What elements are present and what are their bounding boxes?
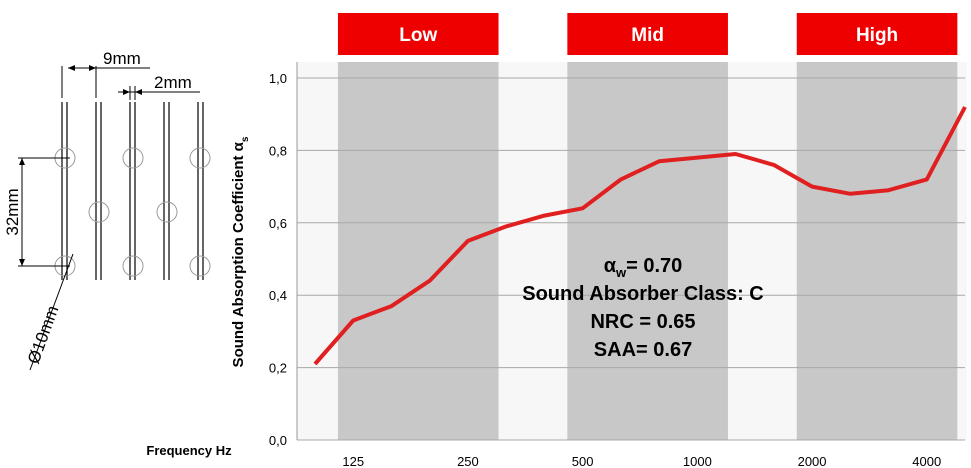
dimension-lines [18, 66, 200, 371]
absorber-class-annotation: Sound Absorber Class: C [522, 283, 764, 305]
x-tick-label: 500 [572, 454, 594, 468]
y-axis-label-sub: s [240, 136, 251, 142]
x-tick-labels: 125 250 500 1000 2000 4000 [342, 454, 941, 468]
alpha-w-prefix: α [604, 255, 617, 277]
hole-circle [189, 255, 211, 277]
hole-circle [122, 255, 144, 277]
shaded-band [796, 62, 958, 440]
band-header-box [567, 13, 728, 55]
arrowhead [123, 89, 130, 95]
y-axis-label-main: Sound Absorption Coefficient α [230, 141, 247, 367]
band-header-label: High [856, 25, 898, 46]
panel-slats [61, 102, 204, 280]
panel-diagram: 9mm 2mm 32mm Ø10mm [3, 49, 211, 371]
diameter-leader [29, 253, 74, 371]
saa-annotation: SAA= 0.67 [594, 339, 692, 361]
x-axis-label: Frequency Hz [146, 443, 232, 458]
hole-circles [54, 147, 211, 277]
spacing-dimension-label: 9mm [103, 49, 141, 68]
thickness-dimension-label: 2mm [154, 73, 192, 92]
hole-circle [88, 201, 110, 223]
band-header-box [796, 13, 958, 55]
y-tick-label: 0,8 [269, 143, 287, 158]
pitch-dimension-label: 32mm [3, 188, 22, 235]
y-axis-label: Sound Absorption Coefficient αs [230, 136, 251, 367]
hole-circle [156, 201, 178, 223]
band-headers: Low Mid High [337, 13, 958, 55]
y-tick-label: 0,6 [269, 216, 287, 231]
dimension-arrowheads [19, 65, 142, 266]
y-tick-label: 0,4 [269, 288, 287, 303]
y-tick-label: 0,2 [269, 361, 287, 376]
band-header-box [337, 13, 499, 55]
diameter-dimension-label: Ø10mm [24, 303, 63, 366]
band-header-label: Mid [631, 25, 664, 46]
shaded-band [337, 62, 499, 440]
arrowhead [89, 65, 96, 71]
alpha-w-annotation: αw= 0.70 [604, 255, 683, 280]
x-tick-label: 2000 [798, 454, 827, 468]
arrowhead [68, 65, 75, 71]
y-tick-label: 0,0 [269, 433, 287, 448]
x-tick-label: 4000 [912, 454, 941, 468]
x-tick-label: 125 [342, 454, 364, 468]
series-line [313, 106, 967, 366]
hole-circle [122, 147, 144, 169]
nrc-annotation: NRC = 0.65 [590, 311, 695, 333]
x-tick-label: 1000 [683, 454, 712, 468]
grid-lines [297, 77, 965, 441]
shaded-band [567, 62, 728, 440]
arrowhead [19, 158, 25, 165]
hole-circle [189, 147, 211, 169]
arrowhead [19, 259, 25, 266]
shaded-bands [337, 62, 958, 440]
alpha-w-sub: w [615, 265, 627, 280]
arrowhead [135, 89, 142, 95]
y-tick-label: 1,0 [269, 71, 287, 86]
x-tick-label: 250 [457, 454, 479, 468]
alpha-w-value: = 0.70 [626, 255, 682, 277]
y-tick-labels: 0,0 0,2 0,4 0,6 0,8 1,0 [269, 71, 287, 448]
band-header-label: Low [399, 25, 437, 46]
